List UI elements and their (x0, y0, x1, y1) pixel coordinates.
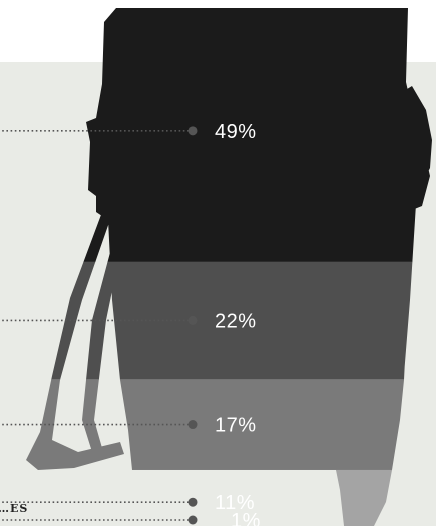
category-label: …ES (0, 502, 28, 515)
percent-label-2: 22% (215, 310, 257, 332)
leader-dot-3 (188, 420, 198, 430)
percent-labels: 49% 22% 17% 11%1% (215, 121, 261, 526)
leader-dot-5 (188, 515, 198, 525)
segment-3 (26, 379, 432, 471)
leader-dot-1 (188, 126, 198, 136)
leader-dot-4 (188, 497, 198, 507)
leader-lines (0, 126, 198, 525)
percent-label-5: 1% (231, 510, 261, 526)
percent-label-1: 49% (215, 121, 257, 143)
leader-dot-2 (188, 315, 198, 325)
percent-label-4: 11% (215, 492, 255, 514)
percent-label-3: 17% (215, 415, 257, 437)
